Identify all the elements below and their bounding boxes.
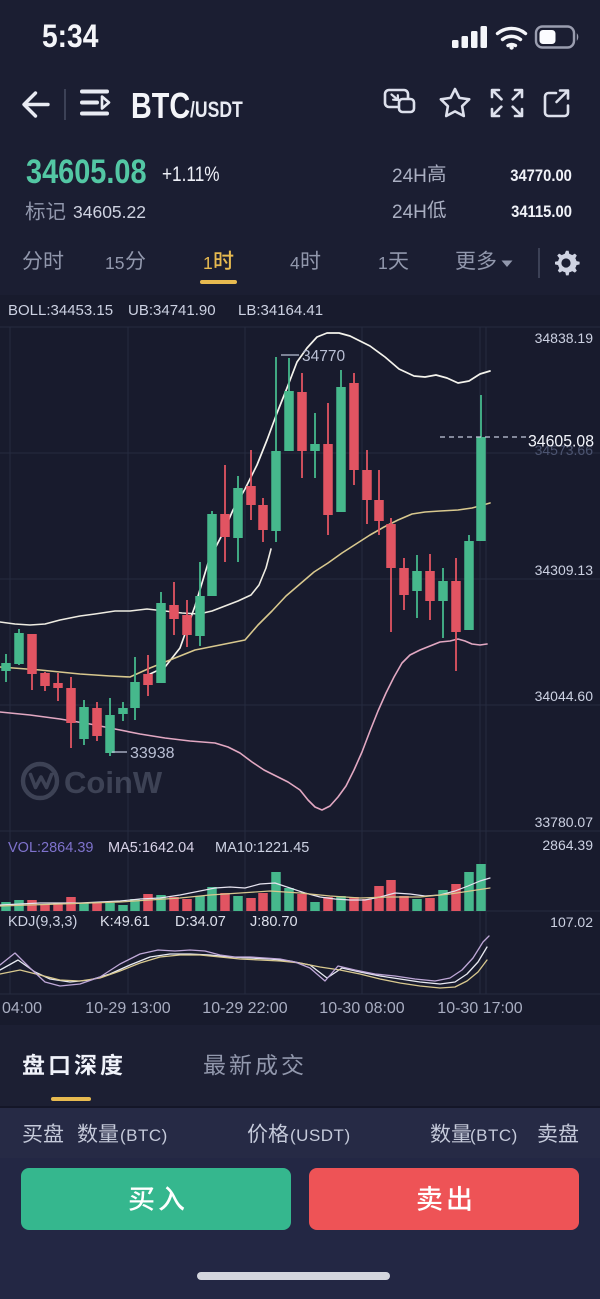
svg-text:04:00: 04:00 (2, 1000, 42, 1017)
svg-text:D:34.07: D:34.07 (175, 914, 226, 930)
svg-text:J:80.70: J:80.70 (250, 914, 298, 930)
svg-text:34573.66: 34573.66 (535, 442, 594, 458)
svg-text:BOLL:34453.15: BOLL:34453.15 (8, 302, 113, 319)
svg-text:KDJ(9,3,3): KDJ(9,3,3) (8, 914, 77, 930)
svg-text:K:49.61: K:49.61 (100, 914, 150, 930)
svg-text:34770: 34770 (302, 348, 345, 365)
svg-text:MA10:1221.45: MA10:1221.45 (215, 840, 309, 856)
svg-text:LB:34164.41: LB:34164.41 (238, 302, 323, 319)
svg-text:34309.13: 34309.13 (535, 562, 594, 578)
svg-text:CoinW: CoinW (64, 765, 163, 800)
svg-text:34044.60: 34044.60 (535, 688, 594, 704)
svg-text:34605.08: 34605.08 (528, 433, 594, 451)
svg-text:10-29 22:00: 10-29 22:00 (202, 1000, 288, 1017)
svg-text:33780.07: 33780.07 (535, 814, 594, 830)
svg-text:10-30 08:00: 10-30 08:00 (319, 1000, 405, 1017)
svg-text:VOL:2864.39: VOL:2864.39 (8, 840, 93, 856)
svg-text:107.02: 107.02 (550, 914, 593, 930)
svg-text:33938: 33938 (130, 745, 175, 762)
svg-text:10-30 17:00: 10-30 17:00 (437, 1000, 523, 1017)
svg-text:MA5:1642.04: MA5:1642.04 (108, 840, 194, 856)
svg-text:10-29 13:00: 10-29 13:00 (85, 1000, 171, 1017)
svg-text:2864.39: 2864.39 (542, 837, 593, 853)
svg-text:34838.19: 34838.19 (535, 330, 594, 346)
svg-text:UB:34741.90: UB:34741.90 (128, 302, 216, 319)
